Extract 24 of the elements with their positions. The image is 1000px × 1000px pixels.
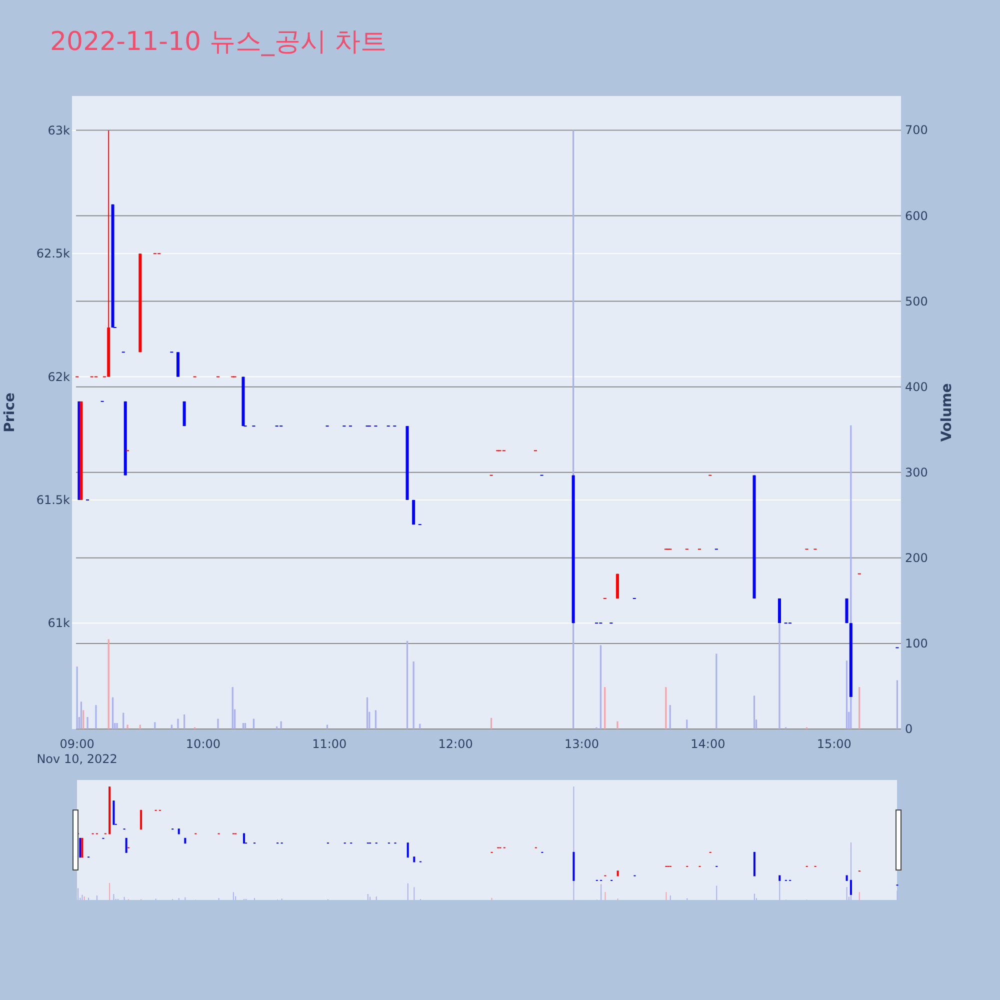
x-tick-label: 09:00 xyxy=(60,737,94,751)
x-tick-label: 15:00 xyxy=(816,737,852,751)
y-tick-label: 61.5k xyxy=(36,492,70,507)
text: Nov 10, 2022 xyxy=(36,752,118,766)
y-tick-label: 62.5k xyxy=(36,246,70,261)
x-tick-label: 10:00 xyxy=(186,737,221,751)
y-tick-label: 63k xyxy=(48,123,70,138)
y-tick-label: 61k xyxy=(48,616,70,630)
y2-tick-label: 700 xyxy=(905,123,928,138)
y2-tick-label: 500 xyxy=(905,294,928,308)
x-tick-label: 12:00 xyxy=(438,737,473,751)
y2-tick-label: 0 xyxy=(905,722,913,736)
chart-title: 2022-11-10 뉴스_공시 차트 xyxy=(50,27,387,57)
x-tick-label: 13:00 xyxy=(564,737,600,751)
y-axis-title: Price xyxy=(2,392,18,432)
y2-tick-label: 600 xyxy=(905,208,928,223)
y-tick-label: 62k xyxy=(48,370,70,384)
y2-tick-label: 300 xyxy=(905,465,928,480)
y2-tick-label: 100 xyxy=(905,636,928,650)
y2-tick-label: 200 xyxy=(905,550,928,565)
x-tick-label: 11:00 xyxy=(312,737,347,751)
y2-axis-title: Volume xyxy=(939,383,955,442)
x-tick-label: 14:00 xyxy=(690,737,726,751)
y2-tick-label: 400 xyxy=(905,380,928,394)
